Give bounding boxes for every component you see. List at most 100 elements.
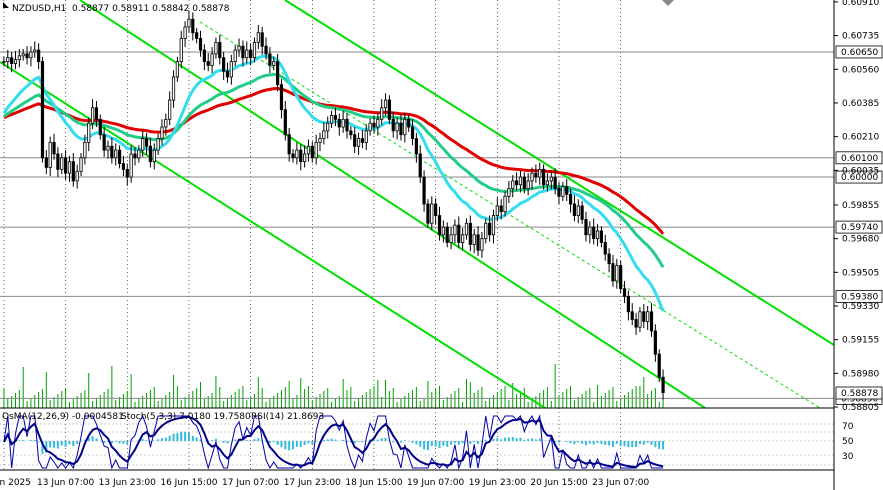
candle-body: [156, 138, 160, 151]
candle-body: [476, 234, 480, 251]
level-label-box: [835, 289, 883, 303]
candle-body: [299, 149, 303, 163]
candle-body: [117, 149, 122, 164]
moving-averages: [2, 54, 665, 312]
candle-body: [499, 205, 503, 213]
candle-body: [530, 172, 534, 182]
candle-body: [287, 134, 291, 155]
oscillator-pane: 70 50 30: [0, 414, 854, 470]
current-price-label: 0.58878: [841, 389, 878, 399]
price-tick-label: 0.58805: [842, 403, 879, 413]
candle-body: [75, 170, 79, 182]
candle-body: [391, 118, 395, 132]
candle-body: [314, 142, 318, 159]
candle-body: [310, 145, 314, 159]
collapse-arrow-icon[interactable]: [3, 2, 9, 8]
candle-body: [349, 130, 353, 136]
price-tick-label: 0.58980: [842, 369, 879, 379]
candle-body: [110, 145, 114, 159]
price-tick-label: 0.59505: [842, 268, 879, 278]
candle-body: [407, 118, 411, 128]
candle-body: [518, 176, 523, 186]
candle-body: [329, 115, 334, 124]
time-tick-label: 17 Jun 07:00: [222, 478, 279, 488]
candle-body: [649, 311, 654, 332]
time-tick-label: 12 Jun 2025: [0, 478, 31, 488]
candle-body: [576, 205, 580, 216]
candle-body: [568, 193, 573, 205]
candle-body: [210, 53, 214, 66]
candle-body: [229, 61, 233, 78]
dropdown-arrow-icon[interactable]: [662, 0, 674, 6]
candle-body: [283, 109, 287, 136]
candle-body: [252, 41, 257, 59]
candle-body: [399, 122, 403, 136]
level-label: 0.60650: [841, 48, 878, 58]
ema-50-line: [2, 54, 665, 312]
candle-body: [264, 45, 268, 55]
candle-body: [472, 234, 476, 245]
candle-body: [410, 126, 415, 139]
candle-body: [441, 226, 445, 236]
level-label-box: [835, 170, 883, 184]
level-label: 0.60100: [841, 154, 878, 164]
candle-body: [584, 218, 588, 236]
rsi-label: RSI(14) 21.8693: [251, 412, 324, 422]
time-tick-label: 16 Jun 15:00: [160, 478, 217, 488]
candle-body: [514, 180, 519, 186]
level-label-box: [835, 45, 883, 59]
candle-body: [233, 49, 237, 62]
candle-body: [553, 176, 557, 190]
candle-body: [534, 172, 538, 178]
time-tick-label: 18 Jun 15:00: [345, 478, 402, 488]
candle-body: [71, 161, 75, 182]
stoch-label: Stoch(5,3,3) 7.0180 19.7580: [121, 412, 251, 422]
candle-body: [141, 138, 145, 151]
candle-body: [56, 153, 60, 170]
candle-body: [353, 134, 357, 147]
candle-body: [13, 59, 18, 64]
candle-body: [225, 70, 230, 78]
rsi-line: [3, 415, 664, 469]
candle-body: [380, 107, 384, 120]
candle-body: [64, 157, 68, 174]
candle-body: [129, 153, 133, 178]
candle-body: [572, 203, 577, 216]
level-label: 0.59740: [841, 223, 878, 233]
candle-body: [434, 203, 438, 216]
candle-body: [368, 122, 372, 132]
level-label: 0.60000: [841, 173, 878, 183]
horizontal-levels[interactable]: 0.60650 0.60100 0.60000 0.59740 0.59380 0.588…: [0, 45, 883, 405]
candle-body: [295, 149, 299, 159]
candle-body: [102, 134, 106, 151]
candle-body: [83, 142, 87, 159]
candle-body: [657, 353, 661, 378]
candle-body: [191, 18, 195, 34]
candle-body: [422, 176, 426, 205]
candle-body: [121, 163, 126, 170]
candle-body: [6, 57, 10, 62]
channel-midline: [199, 21, 821, 409]
candle-body: [222, 57, 226, 72]
candle-body: [464, 222, 469, 236]
candle-body: [561, 186, 565, 197]
candle-body: [94, 107, 99, 120]
price-tick-label: 0.59155: [842, 336, 879, 346]
time-tick-label: 19 Jun 23:00: [469, 478, 526, 488]
candle-body: [599, 230, 603, 243]
candle-body: [241, 45, 245, 59]
candle-body: [403, 118, 407, 136]
candle-body: [549, 176, 553, 182]
candle-body: [426, 203, 430, 224]
price-tick-label: 0.60910: [842, 0, 879, 8]
current-price-box: [835, 386, 883, 400]
candle-body: [245, 49, 249, 59]
candle-body: [152, 149, 156, 163]
candle-body: [114, 149, 118, 159]
candle-body: [615, 265, 619, 282]
candle-body: [457, 224, 461, 243]
candle-body: [164, 118, 168, 128]
candle-body: [461, 234, 465, 243]
candle-body: [376, 118, 380, 128]
